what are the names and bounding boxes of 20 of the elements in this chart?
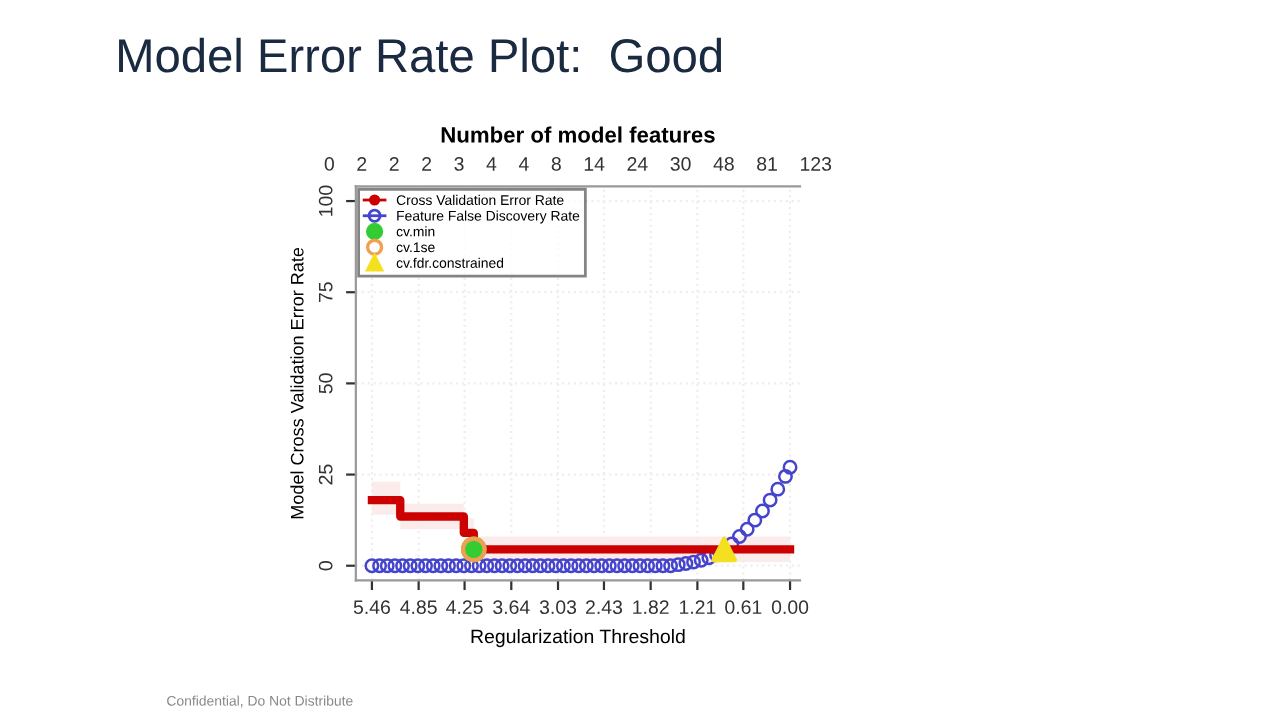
y-tick-label: 25 bbox=[318, 464, 333, 485]
y-axis-title: Model Cross Validation Error Rate bbox=[290, 247, 304, 519]
x-tick-label: 0.61 bbox=[725, 600, 762, 615]
x2-axis-title: Number of model features bbox=[441, 126, 715, 143]
x-tick-label: 3.64 bbox=[493, 600, 530, 615]
x-tick-label: 4.25 bbox=[446, 600, 483, 615]
text: 0 2 2 2 3 4 4 8 14 24 30 48 81 123 bbox=[324, 157, 832, 171]
y-tick-label: 75 bbox=[318, 282, 333, 303]
y-tick-label: 0 bbox=[318, 561, 333, 571]
x-tick-label: 3.03 bbox=[539, 600, 577, 615]
y-tick-label: 100 bbox=[318, 185, 333, 216]
x-tick-label: 2.43 bbox=[586, 600, 623, 615]
x-tick-label: 5.46 bbox=[353, 600, 390, 615]
chart-title: Model Error Rate Plot: Good bbox=[119, 37, 722, 73]
y-tick-label: 50 bbox=[318, 373, 333, 394]
x-tick-label: 1.21 bbox=[679, 600, 716, 614]
x-tick-label: 1.82 bbox=[633, 600, 669, 615]
x-axis-title: Regularization Threshold bbox=[471, 629, 685, 648]
x-tick-label: 0.00 bbox=[771, 600, 809, 615]
x-tick-label: 4.85 bbox=[400, 600, 437, 615]
